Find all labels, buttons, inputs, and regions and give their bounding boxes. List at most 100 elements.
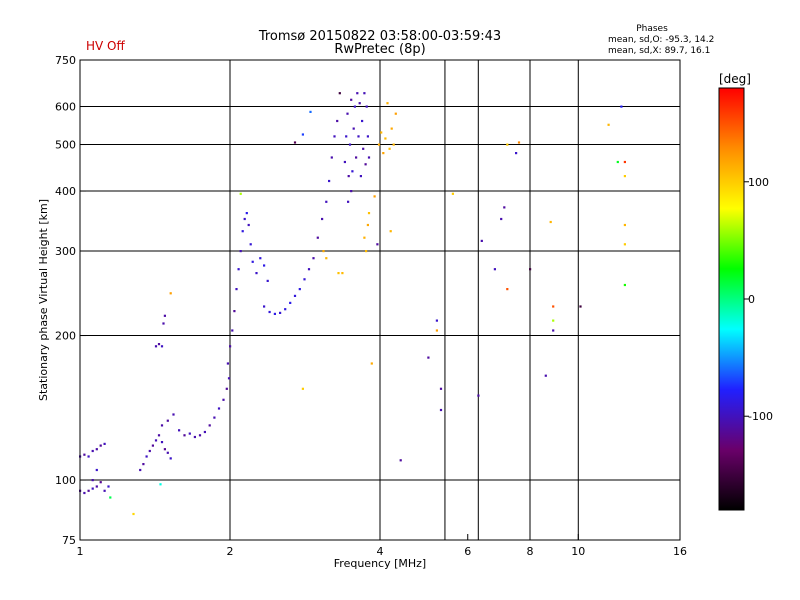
data-point	[237, 268, 240, 271]
data-point	[91, 449, 94, 453]
data-point	[361, 119, 364, 123]
data-point	[188, 432, 191, 435]
data-point	[435, 319, 438, 322]
data-point	[298, 288, 301, 291]
data-point	[382, 152, 385, 155]
stats-heading: Phases	[636, 24, 668, 34]
data-point	[139, 468, 142, 472]
data-point	[350, 190, 353, 193]
data-point	[373, 195, 376, 198]
x-tick-label: 16	[673, 545, 687, 558]
data-point	[148, 449, 151, 453]
data-point	[172, 413, 175, 416]
data-point	[394, 112, 397, 115]
data-point	[607, 123, 610, 126]
data-point	[255, 272, 258, 275]
data-point	[91, 479, 94, 482]
data-point	[623, 283, 626, 287]
data-point	[503, 206, 506, 209]
data-point	[154, 345, 158, 348]
data-point	[154, 439, 158, 442]
data-point	[83, 453, 86, 456]
data-point	[87, 455, 90, 458]
data-point	[338, 92, 341, 95]
data-point	[162, 322, 165, 325]
data-point	[439, 408, 443, 412]
data-point	[363, 236, 366, 239]
data-point	[350, 98, 353, 101]
data-point	[346, 112, 349, 115]
data-point	[95, 485, 98, 488]
data-point	[249, 243, 252, 246]
stats-x-mode: mean, sd,X: 89.7, 16.1	[608, 46, 710, 56]
data-point	[132, 512, 135, 516]
data-point	[623, 243, 626, 246]
data-point	[193, 435, 196, 439]
data-point	[392, 143, 395, 146]
data-point	[451, 192, 454, 195]
data-point	[293, 294, 297, 297]
data-point	[183, 434, 186, 437]
data-point	[355, 156, 358, 159]
data-point	[517, 141, 521, 144]
data-point	[226, 362, 229, 365]
data-point	[325, 257, 328, 260]
data-point	[336, 119, 339, 123]
data-point	[103, 442, 106, 445]
data-point	[389, 230, 392, 233]
data-point	[552, 305, 555, 308]
data-point	[151, 444, 154, 447]
data-point	[341, 272, 344, 275]
data-point	[427, 356, 430, 359]
data-point	[157, 434, 161, 437]
data-point	[169, 292, 172, 295]
data-point	[337, 272, 340, 275]
y-tick-label: 200	[55, 330, 76, 343]
data-point	[222, 398, 225, 401]
data-point	[251, 260, 254, 263]
data-point	[225, 387, 228, 390]
data-point	[239, 192, 242, 195]
data-point	[552, 319, 555, 322]
data-point	[233, 310, 236, 313]
data-point	[166, 419, 169, 422]
data-point	[620, 105, 623, 108]
data-point	[359, 175, 362, 178]
data-point	[377, 143, 381, 146]
data-point	[87, 489, 90, 492]
chart-subtitle: RwPretec (8p)	[334, 42, 425, 57]
hv-status-label: HV Off	[86, 39, 125, 53]
data-point	[365, 105, 368, 108]
data-point	[367, 212, 371, 215]
data-point	[239, 250, 242, 253]
data-point	[348, 143, 352, 146]
data-point	[343, 160, 346, 164]
data-point	[515, 152, 518, 155]
data-point	[506, 143, 509, 146]
x-tick-label: 4	[377, 545, 384, 558]
data-point	[390, 127, 393, 130]
data-point	[366, 223, 369, 227]
data-point	[333, 135, 336, 138]
data-point	[347, 200, 350, 203]
x-tick-label: 8	[527, 545, 534, 558]
colorbar-unit: [deg]	[719, 72, 751, 86]
data-points	[79, 92, 626, 516]
data-point	[268, 310, 271, 314]
y-tick-label: 400	[55, 185, 76, 198]
data-point	[358, 102, 361, 105]
data-point	[263, 264, 266, 267]
data-point	[388, 147, 391, 150]
data-point	[289, 301, 292, 304]
x-axis-ticks: 1 2 4 6 8 10 16	[77, 534, 687, 558]
chart-title: Tromsø 20150822 03:58:00-03:59:43	[258, 29, 501, 44]
data-point	[266, 279, 269, 282]
data-point	[544, 374, 547, 377]
data-point	[363, 92, 366, 95]
data-point	[145, 455, 148, 458]
data-point	[345, 135, 348, 138]
data-point	[284, 308, 287, 311]
data-point	[506, 288, 509, 291]
data-point	[312, 257, 315, 260]
data-point	[227, 377, 231, 380]
